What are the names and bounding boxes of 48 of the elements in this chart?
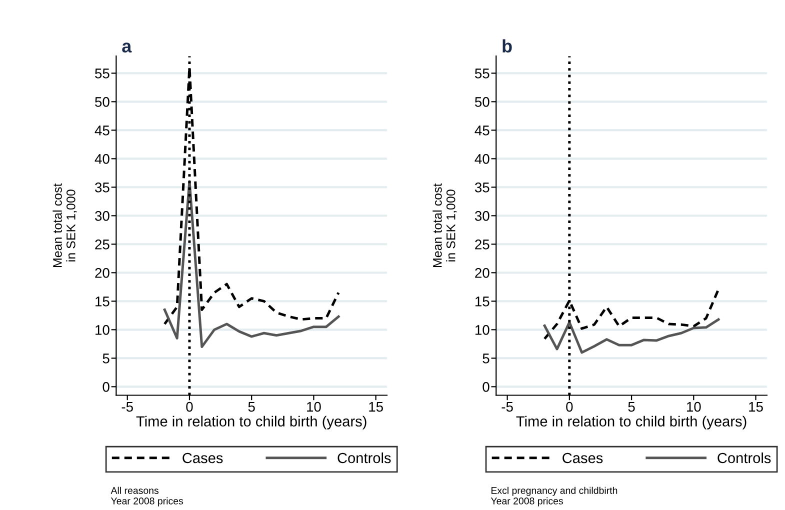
legend-label: Cases bbox=[562, 452, 603, 464]
x-tick-label: 15 bbox=[749, 402, 763, 412]
chart-title: a bbox=[122, 42, 132, 53]
line-series bbox=[543, 318, 720, 354]
y-tick-label: 40 bbox=[474, 154, 490, 164]
y-tick-label: 30 bbox=[95, 211, 110, 221]
y-tick-label: 10 bbox=[475, 325, 490, 335]
y-tick-label: 30 bbox=[474, 211, 490, 221]
y-axis-title: Mean total cost in SEK 1,000 bbox=[52, 183, 77, 268]
y-tick-label: 25 bbox=[475, 240, 490, 250]
y-tick-label: 55 bbox=[95, 68, 110, 78]
line-series bbox=[163, 180, 340, 348]
y-tick-label: 55 bbox=[474, 68, 490, 78]
y-tick-label: 50 bbox=[474, 97, 490, 107]
y-tick-label: 0 bbox=[482, 382, 490, 392]
x-axis-title: Time in relation to child birth (years) bbox=[516, 416, 746, 430]
x-tick-label: -5 bbox=[502, 402, 513, 412]
text: Excl pregnancy and childbirth Year 2008 prices bbox=[490, 486, 618, 506]
y-tick-label: 45 bbox=[474, 126, 490, 136]
chart-title: b bbox=[502, 39, 512, 53]
x-axis-title: Time in relation to child birth (years) bbox=[136, 416, 366, 430]
y-axis-title: Mean total cost in SEK 1,000 bbox=[432, 183, 457, 268]
y-tick-label: 15 bbox=[96, 296, 110, 306]
y-tick-label: 0 bbox=[102, 382, 110, 392]
legend-label: Controls bbox=[718, 452, 771, 464]
x-tick-label: 5 bbox=[248, 402, 255, 412]
y-tick-label: 50 bbox=[95, 97, 110, 107]
y-tick-label: 20 bbox=[95, 268, 110, 278]
y-tick-label: 35 bbox=[474, 182, 490, 192]
x-tick-label: 10 bbox=[686, 402, 701, 412]
legend-label: Cases bbox=[182, 452, 223, 464]
x-tick-label: 0 bbox=[186, 402, 193, 412]
y-tick-label: 5 bbox=[102, 354, 110, 364]
legend-label: Controls bbox=[338, 452, 391, 464]
y-tick-label: 25 bbox=[95, 240, 110, 250]
y-tick-label: 5 bbox=[482, 354, 490, 364]
x-tick-label: -5 bbox=[122, 402, 133, 412]
y-tick-label: 40 bbox=[94, 154, 110, 164]
x-tick-label: 0 bbox=[566, 402, 573, 412]
text: All reasons Year 2008 prices bbox=[110, 486, 184, 506]
x-tick-label: 15 bbox=[369, 402, 383, 412]
x-tick-label: 10 bbox=[307, 402, 321, 412]
y-tick-label: 20 bbox=[475, 268, 490, 278]
x-tick-label: 5 bbox=[628, 402, 635, 412]
y-tick-label: 45 bbox=[94, 126, 110, 136]
y-tick-label: 35 bbox=[95, 182, 110, 192]
y-tick-label: 15 bbox=[475, 296, 490, 306]
y-tick-label: 10 bbox=[96, 325, 110, 335]
